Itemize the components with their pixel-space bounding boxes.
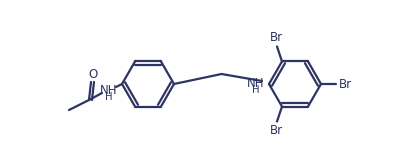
Text: Br: Br xyxy=(269,31,283,44)
Text: O: O xyxy=(88,67,98,80)
Text: NH: NH xyxy=(247,76,265,90)
Text: Br: Br xyxy=(339,77,352,91)
Text: H: H xyxy=(105,92,113,102)
Text: NH: NH xyxy=(100,84,118,97)
Text: H: H xyxy=(252,85,260,95)
Text: Br: Br xyxy=(269,124,283,137)
